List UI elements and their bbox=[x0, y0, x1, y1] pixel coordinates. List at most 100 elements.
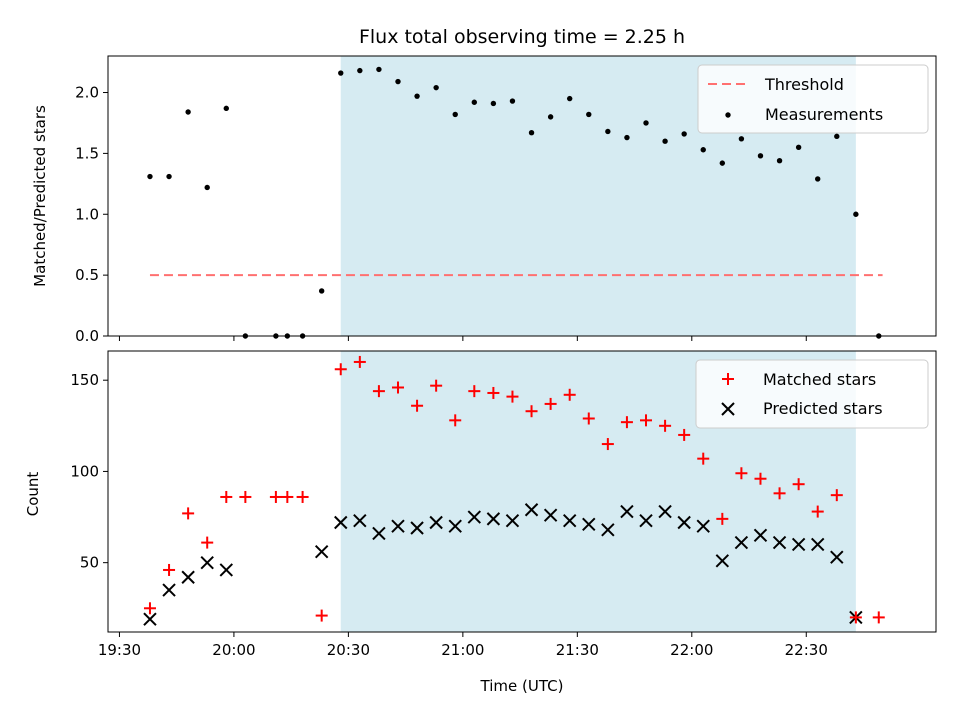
count-points bbox=[143, 355, 885, 626]
measurement-point bbox=[509, 98, 516, 104]
bottom-xtick-label: 21:30 bbox=[556, 641, 599, 659]
predicted-stars-point bbox=[372, 526, 386, 541]
predicted-legend-label: Predicted stars bbox=[763, 399, 883, 418]
matched-stars-point bbox=[269, 490, 282, 503]
matched-stars-point bbox=[811, 505, 824, 518]
measurement-point bbox=[395, 78, 401, 85]
measurements-legend-marker bbox=[725, 112, 731, 118]
predicted-stars-point bbox=[582, 517, 596, 532]
matched-stars-point bbox=[182, 507, 195, 520]
predicted-stars-point bbox=[753, 528, 768, 542]
top-panel: 0.0 0.5 1.0 1.5 2.0 Flux total observing tim… bbox=[31, 26, 937, 345]
matched-stars-point bbox=[697, 452, 710, 465]
predicted-stars-point bbox=[143, 612, 157, 626]
bottom-xtick-label: 21:00 bbox=[441, 641, 484, 659]
measurement-point bbox=[719, 160, 726, 166]
measurement-point bbox=[528, 129, 535, 136]
matched-stars-point bbox=[582, 412, 595, 425]
matched-stars-point bbox=[163, 563, 176, 576]
matched-stars-point bbox=[143, 602, 156, 615]
predicted-stars-point bbox=[620, 504, 634, 519]
matched-stars-point bbox=[239, 490, 252, 503]
matched-stars-point bbox=[296, 490, 309, 503]
matched-stars-point bbox=[872, 611, 885, 624]
matched-stars-point bbox=[735, 467, 748, 480]
measurement-point bbox=[795, 144, 802, 151]
predicted-stars-point bbox=[734, 535, 749, 550]
bottom-xtick-label: 22:30 bbox=[785, 641, 828, 659]
matched-stars-point bbox=[678, 428, 691, 441]
matched-stars-point bbox=[220, 490, 233, 503]
predicted-stars-point bbox=[715, 554, 730, 568]
matched-stars-point bbox=[849, 611, 862, 624]
measurement-point bbox=[834, 133, 840, 140]
x-axis-label: Time (UTC) bbox=[480, 677, 564, 695]
bottom-y-ticks: 50 100 150 bbox=[70, 371, 108, 572]
predicted-stars-point bbox=[410, 521, 424, 535]
matched-stars-point bbox=[315, 609, 328, 622]
predicted-stars-point bbox=[505, 513, 520, 528]
bottom-axes-frame bbox=[107, 350, 937, 633]
top-ytick-label: 1.5 bbox=[75, 144, 99, 162]
bottom-panel: 50 100 150 19:30 20:00 20:30 21:00 21:30 22:00 2… bbox=[24, 350, 937, 695]
measurement-point bbox=[853, 211, 859, 217]
predicted-stars-point bbox=[219, 563, 233, 577]
measurement-point bbox=[490, 100, 497, 107]
matched-legend-marker bbox=[722, 373, 734, 385]
matched-stars-point bbox=[391, 381, 404, 394]
matched-stars-point bbox=[659, 419, 672, 432]
measurement-point bbox=[681, 131, 687, 137]
measurement-point bbox=[757, 153, 764, 159]
predicted-stars-point bbox=[467, 510, 482, 524]
predicted-stars-point bbox=[543, 508, 558, 522]
bottom-ytick-label: 100 bbox=[70, 462, 99, 480]
measurement-point bbox=[624, 134, 630, 141]
matched-stars-point bbox=[601, 438, 614, 451]
predicted-stars-point bbox=[658, 504, 672, 519]
top-ytick-label: 0.5 bbox=[75, 266, 99, 284]
measurement-point bbox=[376, 66, 382, 73]
matched-stars-point bbox=[754, 472, 767, 485]
top-ytick-label: 0.0 bbox=[75, 327, 99, 345]
predicted-legend-marker bbox=[721, 402, 735, 416]
matched-stars-point bbox=[830, 489, 843, 502]
matched-stars-point bbox=[487, 386, 500, 399]
predicted-stars-point bbox=[391, 519, 405, 533]
matched-legend-label: Matched stars bbox=[763, 370, 876, 389]
measurement-point bbox=[776, 157, 783, 164]
measurements-legend-label: Measurements bbox=[765, 105, 883, 124]
bottom-xtick-label: 19:30 bbox=[98, 641, 141, 659]
predicted-stars-point bbox=[200, 555, 214, 570]
matched-stars-point bbox=[716, 512, 729, 525]
matched-stars-point bbox=[525, 405, 538, 418]
predicted-stars-point bbox=[353, 513, 367, 528]
measurement-point bbox=[433, 84, 439, 91]
measurement-point bbox=[547, 114, 554, 120]
measurement-point bbox=[643, 120, 649, 126]
measurement-point bbox=[357, 67, 363, 74]
bottom-ytick-label: 50 bbox=[80, 554, 99, 572]
measurement-point bbox=[471, 99, 478, 105]
measurement-point bbox=[414, 93, 420, 99]
matched-stars-point bbox=[372, 385, 385, 398]
matched-stars-point bbox=[506, 390, 519, 403]
matched-stars-point bbox=[620, 416, 633, 429]
bottom-x-ticks: 19:30 20:00 20:30 21:00 21:30 22:00 22:30 bbox=[98, 632, 828, 659]
bottom-legend: Matched stars Predicted stars bbox=[695, 359, 929, 429]
top-ytick-label: 2.0 bbox=[75, 84, 99, 102]
matched-stars-point bbox=[334, 363, 347, 376]
measurements-points bbox=[147, 66, 882, 339]
bottom-legend-box bbox=[695, 359, 929, 429]
measurement-point bbox=[185, 109, 191, 115]
measurement-point bbox=[605, 128, 611, 135]
predicted-stars-point bbox=[448, 519, 462, 533]
threshold-legend-label: Threshold bbox=[764, 75, 844, 94]
predicted-stars-point bbox=[524, 503, 539, 517]
predicted-stars-point bbox=[486, 512, 501, 526]
bottom-y-axis-label: Count bbox=[24, 472, 42, 517]
measurement-point bbox=[166, 173, 172, 180]
matched-stars-point bbox=[773, 487, 786, 500]
measurement-point bbox=[147, 173, 153, 180]
top-axes-frame bbox=[107, 55, 937, 337]
predicted-stars-point bbox=[639, 513, 653, 528]
